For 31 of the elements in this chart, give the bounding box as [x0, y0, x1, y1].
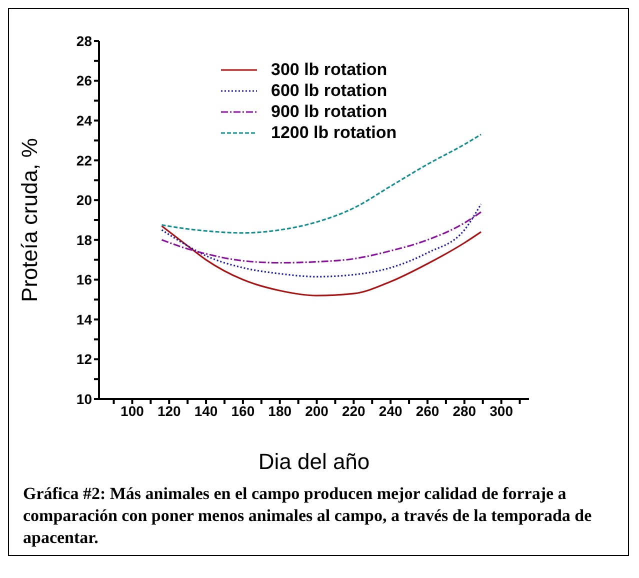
x-tick-label: 140	[194, 402, 218, 419]
x-tick-label: 100	[120, 402, 144, 419]
y-tick-label: 14	[76, 311, 92, 328]
y-tick-label: 26	[76, 72, 92, 89]
legend-label: 900 lb rotation	[271, 101, 388, 122]
line-series	[160, 225, 482, 296]
y-tick-label: 18	[76, 232, 92, 248]
y-tick-label: 12	[76, 351, 92, 368]
y-tick-label: 22	[76, 152, 92, 168]
x-tick-label: 240	[378, 402, 402, 419]
x-axis-title: Dia del año	[258, 449, 370, 474]
y-tick-label: 20	[76, 192, 92, 208]
y-tick-label: 28	[76, 32, 92, 49]
x-tick-label: 120	[157, 402, 182, 419]
legend-label: 1200 lb rotation	[271, 122, 397, 143]
x-tick-label: 220	[342, 402, 366, 419]
x-tick-label: 180	[268, 402, 292, 419]
x-tick-label: 160	[231, 402, 255, 419]
legend-label: 300 lb rotation	[271, 59, 388, 80]
y-tick-label: 10	[76, 390, 92, 407]
legend-label: 600 lb rotation	[271, 80, 388, 101]
line-series	[160, 211, 482, 264]
x-tick-label: 260	[416, 402, 440, 419]
y-axis-title: Proteía cruda, %	[16, 138, 42, 302]
x-tick-label: 300	[490, 402, 514, 419]
text: Gráfica #2: Más animales en el campo producen mejor calidad de forraje a comparación con poner menos animales al campo, a través de la temporada de apacentar.	[23, 483, 593, 549]
y-tick-label: 16	[76, 272, 92, 288]
x-tick-label: 280	[452, 402, 476, 419]
line-series	[160, 203, 482, 278]
y-tick-label: 24	[76, 112, 92, 129]
x-tick-label: 200	[305, 402, 329, 419]
